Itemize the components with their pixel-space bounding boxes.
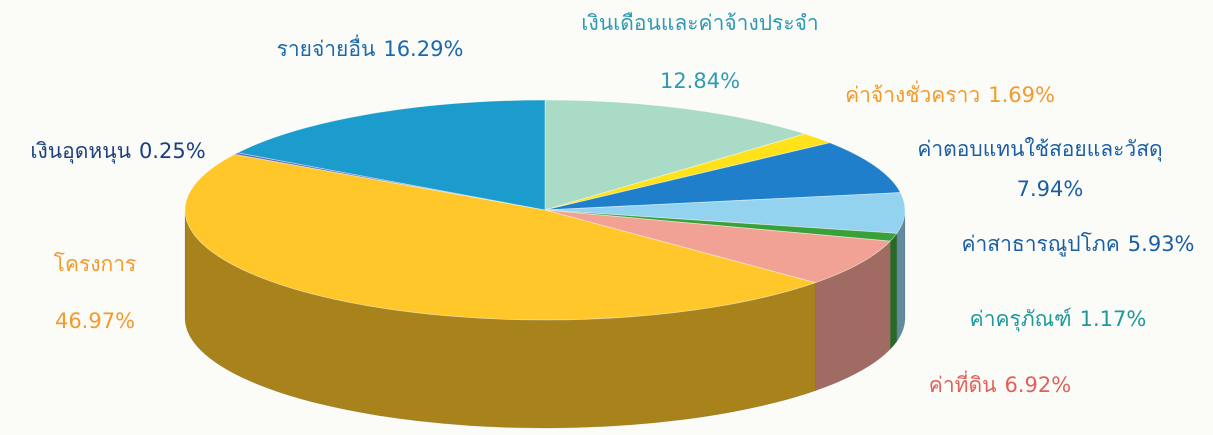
slice-label: ค่าครุภัณฑ์ 1.17% (970, 307, 1147, 332)
value-label: 1.17% (1080, 307, 1147, 331)
category-name: เงินเดือนและค่าจ้างประจำ (581, 11, 818, 35)
slice (184, 153, 817, 321)
slice-label: ค่าสาธารณูปโภค 5.93% (961, 232, 1194, 257)
value-label: 12.84% (660, 69, 740, 93)
value-label: 5.93% (1128, 232, 1195, 256)
value-label: 6.92% (1004, 373, 1071, 397)
category-name: ค่าจ้างชั่วคราว (845, 80, 980, 107)
value-label: 1.69% (988, 83, 1055, 107)
value-label: 7.94% (1017, 177, 1084, 201)
category-name: รายจ่ายอื่น (277, 34, 376, 61)
slice-label: รายจ่ายอื่น 16.29% (277, 34, 464, 61)
slice-label: ค่าจ้างชั่วคราว 1.69% (845, 80, 1055, 107)
slice (544, 142, 902, 211)
slice-label: เงินอุดหนุน 0.25% (30, 139, 205, 164)
slice (236, 99, 546, 211)
category-name: โครงการ (54, 252, 137, 276)
value-label: 0.25% (139, 139, 206, 163)
value-label: 46.97% (55, 309, 135, 333)
category-name: ค่าที่ดิน (929, 370, 997, 397)
slice (544, 192, 906, 234)
category-name: ค่าตอบแทนใช้สอยและวัสดุ (917, 137, 1162, 162)
slice-label: ค่าที่ดิน 6.92% (929, 370, 1071, 397)
category-name: ค่าครุภัณฑ์ (970, 307, 1072, 332)
slice-side (889, 232, 898, 350)
slice (544, 99, 807, 211)
category-name: เงินอุดหนุน (30, 139, 131, 164)
value-label: 16.29% (383, 37, 463, 61)
category-name: ค่าสาธารณูปโภค (961, 232, 1119, 257)
slice (544, 209, 892, 284)
